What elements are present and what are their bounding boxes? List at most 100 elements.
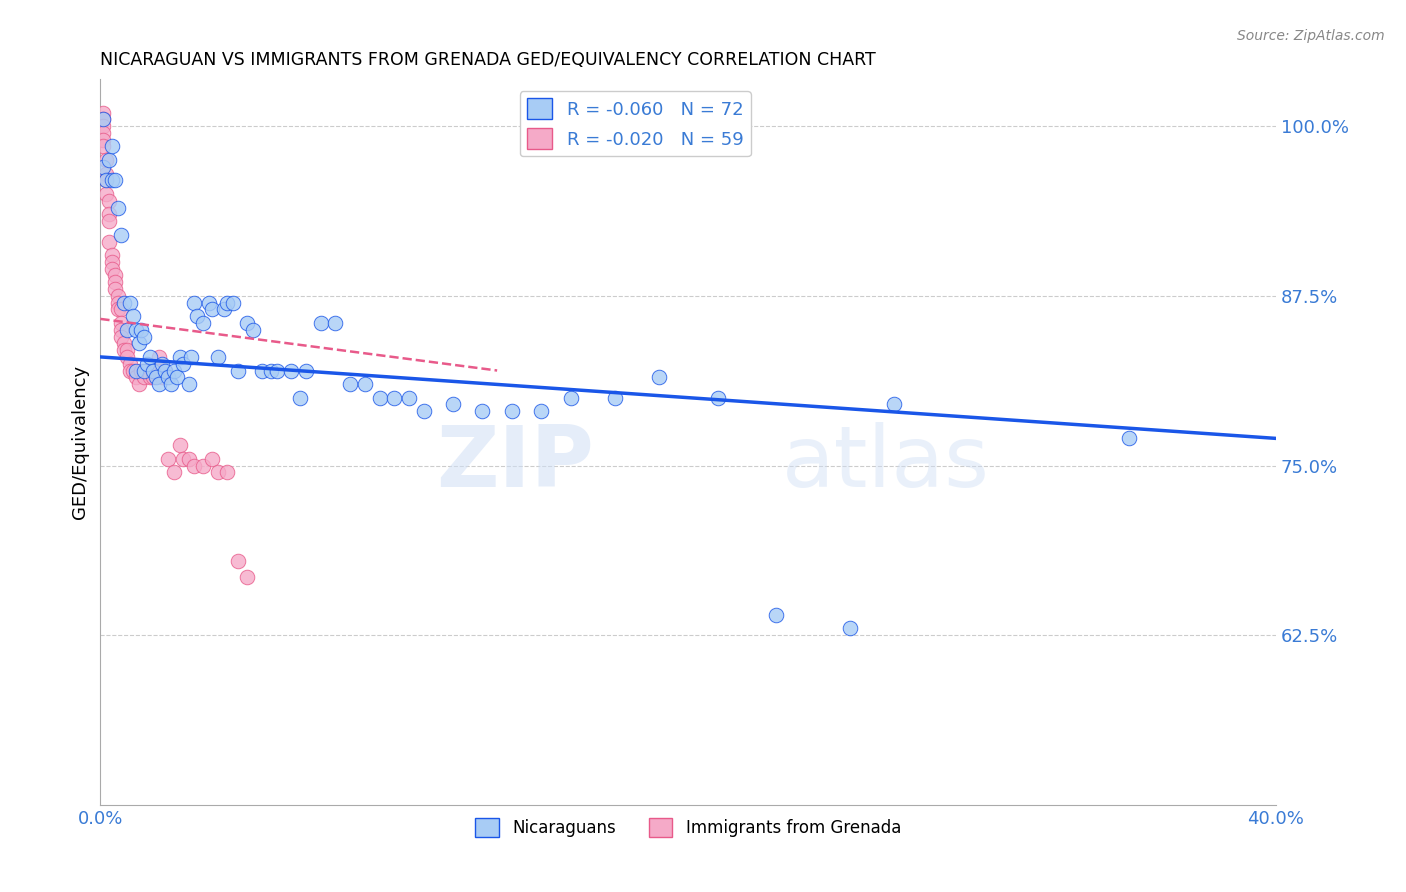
Point (150, 370, 173, 384)
Point (412, 404, 434, 418)
Point (131, 363, 153, 377)
Point (115, 343, 138, 358)
Point (142, 363, 165, 377)
Point (96, 173, 118, 187)
Point (115, 350, 138, 364)
Point (260, 363, 283, 377)
Point (101, 248, 124, 262)
Point (368, 391, 391, 405)
Point (177, 377, 200, 392)
Point (110, 227, 132, 242)
Point (91, 112, 114, 127)
Point (98, 194, 121, 208)
Point (134, 329, 156, 343)
Point (156, 451, 179, 466)
Point (156, 370, 179, 384)
Point (101, 139, 124, 153)
Point (883, 397, 905, 411)
Point (398, 391, 420, 405)
Point (603, 391, 626, 405)
Point (96, 167, 118, 181)
Point (121, 309, 143, 323)
Point (98, 207, 121, 221)
Point (177, 451, 200, 466)
Point (91, 139, 114, 153)
Point (183, 458, 205, 473)
Point (142, 370, 165, 384)
Point (250, 363, 273, 377)
Point (112, 343, 135, 358)
Y-axis label: GED/Equivalency: GED/Equivalency (72, 365, 89, 519)
Point (163, 363, 186, 377)
Text: Source: ZipAtlas.com: Source: ZipAtlas.com (1237, 29, 1385, 43)
Point (207, 466, 229, 480)
Point (128, 377, 150, 392)
Point (91, 119, 114, 133)
Point (471, 404, 494, 418)
Point (136, 363, 159, 377)
Point (145, 370, 167, 384)
Point (104, 282, 127, 296)
Point (121, 363, 143, 377)
Point (150, 357, 173, 371)
Point (441, 397, 464, 411)
Point (169, 438, 191, 452)
Point (160, 377, 183, 392)
Point (201, 302, 224, 317)
Point (172, 357, 194, 371)
Point (110, 329, 132, 343)
Point (339, 377, 361, 392)
Point (104, 173, 127, 187)
Point (290, 391, 312, 405)
Point (221, 295, 243, 310)
Point (91, 133, 114, 147)
Point (110, 323, 132, 337)
Point (98, 214, 121, 228)
Point (1118, 431, 1140, 445)
Point (128, 336, 150, 351)
Point (139, 370, 162, 384)
Point (180, 350, 202, 364)
Text: NICARAGUAN VS IMMIGRANTS FROM GRENADA GED/EQUIVALENCY CORRELATION CHART: NICARAGUAN VS IMMIGRANTS FROM GRENADA GE… (100, 51, 876, 69)
Point (765, 607, 787, 622)
Point (112, 336, 135, 351)
Point (98, 153, 121, 167)
Point (96, 153, 118, 167)
Point (96, 173, 118, 187)
Point (101, 173, 124, 187)
Point (183, 295, 205, 310)
Point (101, 261, 124, 276)
Point (153, 363, 176, 377)
Point (136, 357, 159, 371)
Point (107, 295, 129, 310)
Point (530, 404, 553, 418)
Point (98, 235, 121, 249)
Point (91, 160, 114, 174)
Text: atlas: atlas (782, 422, 990, 505)
Point (201, 451, 224, 466)
Point (295, 363, 318, 377)
Point (91, 105, 114, 120)
Point (166, 370, 188, 384)
Point (91, 126, 114, 140)
Point (134, 370, 156, 384)
Point (91, 112, 114, 127)
Point (139, 350, 162, 364)
Point (228, 363, 250, 377)
Point (207, 350, 229, 364)
Point (96, 186, 118, 201)
Point (215, 466, 238, 480)
Point (212, 302, 235, 317)
Point (142, 363, 165, 377)
Legend: Nicaraguans, Immigrants from Grenada: Nicaraguans, Immigrants from Grenada (468, 812, 908, 844)
Point (163, 466, 186, 480)
Point (228, 553, 250, 567)
Point (560, 391, 582, 405)
Point (193, 316, 215, 330)
Point (838, 622, 860, 636)
Point (145, 363, 167, 377)
Point (501, 404, 523, 418)
Point (107, 302, 129, 317)
Point (280, 363, 302, 377)
Point (236, 316, 259, 330)
